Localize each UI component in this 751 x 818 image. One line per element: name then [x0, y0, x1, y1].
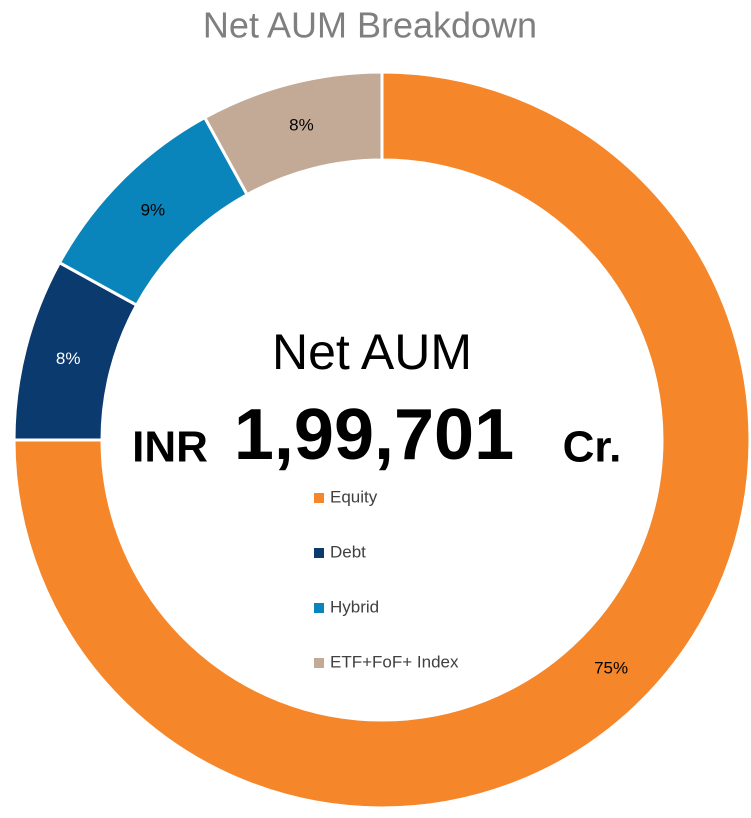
donut-slice [12, 70, 751, 810]
legend-swatch [314, 658, 324, 668]
legend-swatch [314, 548, 324, 558]
legend: Equity Debt Hybrid ETF+FoF+ Index [314, 487, 459, 671]
data-label: 8% [289, 116, 314, 135]
legend-swatch [314, 603, 324, 613]
legend-label: Equity [330, 487, 378, 506]
donut: 75% 8% 9% 8% [12, 70, 751, 810]
center-title: Net AUM [272, 324, 472, 380]
data-label: 8% [56, 349, 81, 368]
legend-swatch [314, 493, 324, 503]
center-prefix: INR [132, 423, 208, 472]
legend-label: Hybrid [330, 597, 379, 616]
legend-label: ETF+FoF+ Index [330, 652, 459, 671]
legend-label: Debt [330, 542, 366, 561]
center-value: 1,99,701 [234, 395, 514, 475]
chart-title: Net AUM Breakdown [203, 5, 537, 46]
center-suffix: Cr. [563, 423, 622, 472]
data-label: 75% [594, 659, 628, 678]
donut-slice [202, 70, 384, 197]
data-label: 9% [141, 200, 166, 219]
